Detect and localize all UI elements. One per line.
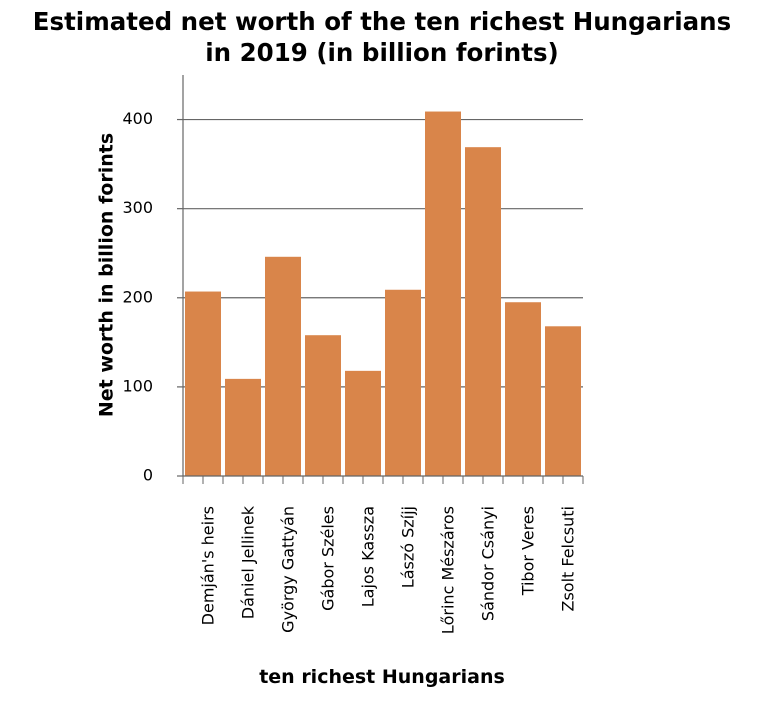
x-tick-label: Tibor Veres: [519, 506, 538, 596]
y-axis-label: Net worth in billion forints: [96, 133, 118, 417]
x-tick-label: Lőrinc Mészáros: [439, 506, 458, 634]
x-tick-label: Dániel Jellinek: [239, 505, 258, 619]
y-tick-label: 100: [122, 376, 153, 395]
bar: [465, 147, 501, 476]
bars: [185, 111, 581, 476]
y-tick-label: 200: [122, 287, 153, 306]
x-tick-label: Demján's heirs: [199, 506, 218, 625]
x-tick-label: Zsolt Felcsuti: [559, 506, 578, 612]
bar: [305, 335, 341, 476]
bar: [385, 289, 421, 476]
bar: [425, 111, 461, 476]
bar: [265, 256, 301, 476]
x-tick-label: Lajos Kassza: [359, 506, 378, 607]
bar: [185, 291, 221, 476]
x-axis-label: ten richest Hungarians: [259, 666, 505, 688]
axes: [177, 75, 584, 484]
chart-title-line-2: in 2019 (in billion forints): [205, 38, 559, 67]
chart-title-line-1: Estimated net worth of the ten richest H…: [32, 7, 732, 36]
x-tick-label: Gábor Széles: [319, 506, 338, 611]
y-tick-label: 400: [122, 109, 153, 128]
x-tick-label: Lászó Szíjj: [399, 506, 418, 588]
bar: [505, 302, 541, 476]
bar: [545, 326, 581, 476]
bar: [345, 370, 381, 476]
bar: [225, 378, 261, 476]
chart-title: Estimated net worth of the ten richest H…: [0, 6, 764, 68]
x-tick-label: György Gattyán: [279, 506, 298, 633]
y-tick-label: 0: [143, 466, 153, 485]
tick-labels: 0 100 200 300 400 Demján's heirs Dániel Jellin…: [122, 109, 577, 634]
y-tick-label: 300: [122, 198, 153, 217]
x-tick-label: Sándor Csányi: [479, 506, 498, 621]
